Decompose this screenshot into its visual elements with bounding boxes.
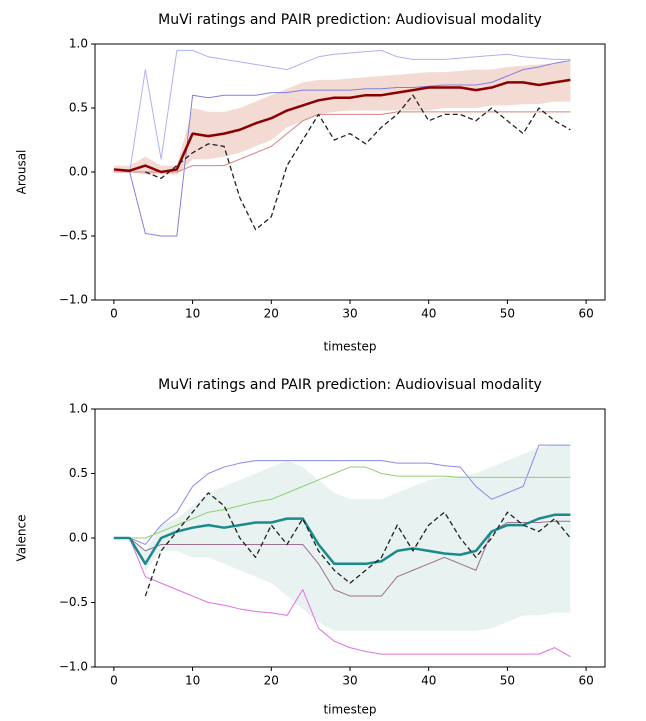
line (113, 49, 571, 173)
chart-title: MuVi ratings and PAIR prediction: Audiov… (158, 12, 542, 28)
y-tick-label: 1.0 (69, 402, 88, 416)
y-tick-label: −1.0 (59, 660, 88, 674)
x-tick-label: 10 (185, 674, 200, 688)
line (113, 466, 571, 539)
x-tick-label: 20 (264, 307, 279, 321)
line (113, 78, 571, 174)
x-axis-label: timestep (323, 340, 376, 354)
band (113, 445, 571, 631)
line (113, 513, 571, 566)
y-axis-label: Valence (15, 515, 29, 562)
x-tick-label: 20 (264, 674, 279, 688)
y-tick-label: −0.5 (59, 595, 88, 609)
x-tick-label: 60 (578, 307, 593, 321)
x-tick-label: 40 (421, 674, 436, 688)
x-tick-label: 50 (500, 307, 515, 321)
chart-title: MuVi ratings and PAIR prediction: Audiov… (158, 377, 542, 393)
x-tick-label: 0 (110, 674, 118, 688)
x-tick-label: 40 (421, 307, 436, 321)
y-tick-label: 0.5 (69, 466, 88, 480)
y-tick-label: 1.0 (69, 37, 88, 51)
x-tick-label: 0 (110, 307, 118, 321)
line (144, 492, 571, 597)
x-axis-label: timestep (323, 703, 376, 717)
axes-frame (94, 43, 606, 301)
line (113, 537, 571, 658)
y-axis-label: Arousal (15, 150, 29, 195)
line (145, 94, 571, 231)
x-tick-label: 50 (500, 674, 515, 688)
y-tick-label: −0.5 (59, 229, 88, 243)
x-tick-label: 60 (578, 674, 593, 688)
y-tick-label: 0.0 (69, 165, 88, 179)
band (113, 61, 571, 175)
y-tick-label: −1.0 (59, 293, 88, 307)
y-tick-label: 0.5 (69, 101, 88, 115)
x-tick-label: 10 (185, 307, 200, 321)
line (113, 111, 571, 173)
y-tick-label: 0.0 (69, 531, 88, 545)
line (113, 60, 571, 237)
axes-frame (94, 408, 606, 668)
x-tick-label: 30 (342, 674, 357, 688)
x-tick-label: 30 (342, 307, 357, 321)
line (113, 444, 571, 545)
